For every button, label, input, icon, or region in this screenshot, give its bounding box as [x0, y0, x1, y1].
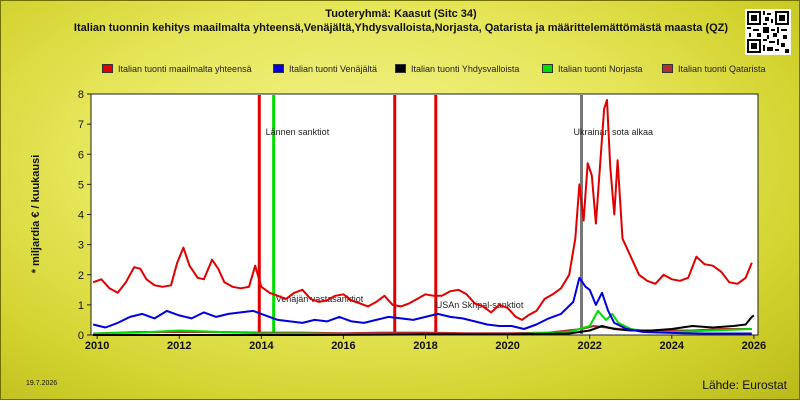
plot-area — [90, 93, 759, 336]
legend-swatch-norway — [542, 64, 553, 73]
legend-label-world: Italian tuonti maailmalta yhteensä — [118, 64, 252, 74]
legend-item-usa: Italian tuonti Yhdysvalloista — [395, 64, 519, 74]
chart-title: Tuoteryhmä: Kaasut (Sitc 34) — [325, 8, 477, 20]
x-tick-label: 2010 — [85, 340, 109, 352]
legend-swatch-usa — [395, 64, 406, 73]
x-tick-label: 2012 — [167, 340, 191, 352]
chart-legend: Italian tuonti maailmalta yhteensä Itali… — [1, 64, 800, 78]
legend-label-usa: Italian tuonti Yhdysvalloista — [411, 64, 520, 74]
x-tick-label: 2014 — [249, 340, 274, 352]
annotation-label-0: Venäjän vastasanktiot — [276, 294, 364, 304]
x-tick-label: 2022 — [577, 340, 601, 352]
series-line-0 — [92, 99, 753, 321]
legend-label-qatar: Italian tuonti Qatarista — [678, 64, 766, 74]
y-tick-label: 6 — [78, 149, 84, 161]
y-tick-label: 4 — [78, 210, 84, 222]
event-label-1: Lännen sanktiot — [266, 127, 330, 137]
x-tick-label: 2026 — [742, 340, 766, 352]
legend-swatch-world — [102, 64, 113, 73]
y-tick-label: 1 — [78, 300, 84, 312]
series-line-1 — [92, 276, 752, 335]
x-tick-label: 2016 — [331, 340, 355, 352]
date-stamp: 19.7.2026 — [26, 380, 58, 387]
legend-item-russia: Italian tuonti Venäjältä — [273, 64, 377, 74]
chart-subtitle: Italian tuonnin kehitys maailmalta yhtee… — [73, 22, 729, 34]
y-tick-label: 3 — [78, 240, 84, 252]
legend-swatch-russia — [273, 64, 284, 73]
event-label-4: Ukrainan sota alkaa — [574, 127, 654, 137]
legend-item-world: Italian tuonti maailmalta yhteensä — [102, 64, 252, 74]
legend-label-russia: Italian tuonti Venäjältä — [289, 64, 378, 74]
source-label: Lähde: Eurostat — [702, 378, 787, 392]
qr-code-icon — [745, 9, 791, 55]
legend-swatch-qatar — [662, 64, 673, 73]
y-tick-label: 5 — [78, 179, 84, 191]
y-tick-label: 2 — [78, 270, 84, 282]
x-tick-label: 2024 — [660, 340, 685, 352]
y-tick-label: 0 — [78, 330, 84, 342]
y-tick-label: 8 — [78, 89, 84, 101]
legend-item-qatar: Italian tuonti Qatarista — [662, 64, 766, 74]
y-tick-label: 7 — [78, 119, 84, 131]
legend-label-norway: Italian tuonti Norjasta — [558, 64, 643, 74]
legend-item-norway: Italian tuonti Norjasta — [542, 64, 643, 74]
x-tick-label: 2018 — [413, 340, 437, 352]
x-tick-label: 2020 — [495, 340, 519, 352]
